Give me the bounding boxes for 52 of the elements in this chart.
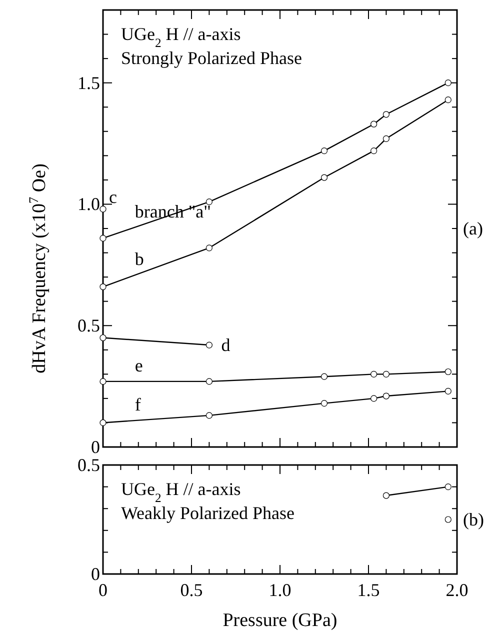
point <box>382 111 390 118</box>
point <box>370 148 378 154</box>
point <box>320 400 328 407</box>
point <box>444 96 452 104</box>
series-label: e <box>134 355 143 376</box>
point <box>320 373 328 380</box>
y-tick-label: 1.5 <box>78 72 100 93</box>
point <box>100 234 106 242</box>
text: (b) <box>463 510 484 530</box>
point <box>444 368 452 376</box>
point <box>370 120 378 128</box>
point <box>370 370 378 378</box>
y-tick-label: 0 <box>91 564 100 584</box>
point <box>444 516 452 523</box>
point <box>100 334 106 342</box>
point <box>444 484 452 490</box>
x-tick-label: 1.0 <box>268 580 292 600</box>
x-tick-label: 0.5 <box>180 580 203 600</box>
point <box>382 392 390 400</box>
point <box>382 370 390 378</box>
x-axis-title: Pressure (GPa) <box>222 610 338 631</box>
text: (a) <box>463 218 483 238</box>
series-label: c <box>109 187 117 208</box>
point <box>100 206 106 212</box>
point <box>206 378 212 385</box>
y-tick-label: 0 <box>91 437 100 457</box>
y-tick-label: 1.0 <box>78 194 100 214</box>
series-label: b <box>134 249 144 270</box>
point <box>382 492 390 499</box>
series-label: branch "a" <box>134 201 212 222</box>
point <box>206 198 212 206</box>
point <box>206 342 212 348</box>
point <box>444 388 452 394</box>
point <box>382 135 390 142</box>
annotation: Weakly Polarized Phase <box>121 503 295 523</box>
point <box>320 174 328 181</box>
y-tick-label: 0.5 <box>78 316 100 336</box>
x-tick-label: 2.0 <box>446 580 468 600</box>
series-label: d <box>221 335 230 356</box>
point <box>100 283 106 290</box>
point <box>100 378 106 385</box>
y-tick-label: 0.5 <box>78 455 100 475</box>
point <box>206 244 212 252</box>
annotation: UGe$_{2}$ H // a-axis <box>121 479 241 505</box>
x-tick-label: 1.5 <box>357 580 380 600</box>
point <box>444 80 452 86</box>
point <box>320 148 328 154</box>
point <box>370 395 378 402</box>
annotation: Strongly Polarized Phase <box>121 48 302 68</box>
series-label: f <box>134 394 141 415</box>
annotation: UGe$_{2}$ H // a-axis <box>121 24 241 50</box>
point <box>206 412 212 419</box>
